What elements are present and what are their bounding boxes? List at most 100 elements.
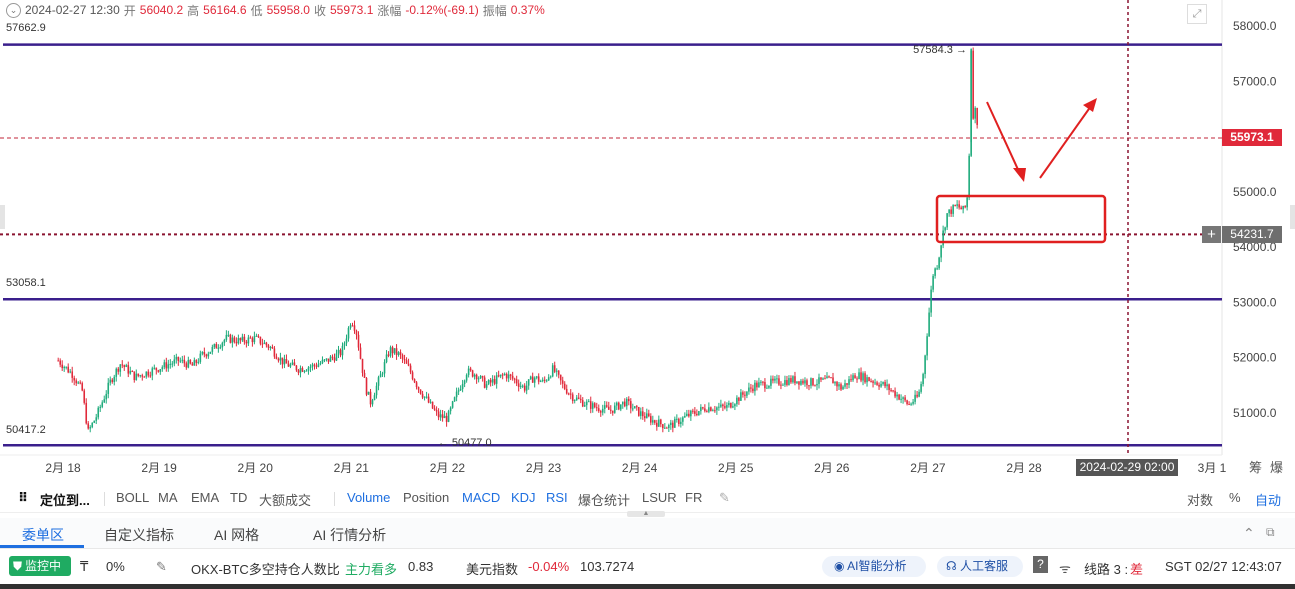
high-marker-label: 57584.3 →	[913, 44, 967, 56]
candlestick-chart[interactable]: 58000.057000.056000.055000.054000.053000…	[0, 0, 1295, 482]
panel-resize-handle[interactable]: ▲	[627, 510, 665, 517]
candle-body	[399, 352, 402, 355]
tab-ai-market-analysis[interactable]: AI 行情分析	[313, 527, 387, 543]
candle-body	[680, 421, 682, 424]
tab-custom-indicators[interactable]: 自定义指标	[104, 527, 174, 543]
indicator-large-trades[interactable]: 大额成交	[259, 493, 312, 508]
indicator-ma[interactable]: MA	[158, 490, 178, 505]
right-collapse-handle[interactable]	[1290, 205, 1295, 229]
candle-body	[890, 389, 892, 391]
tab-orders[interactable]: 委单区	[22, 527, 64, 543]
auto-scale-toggle[interactable]: 自动	[1255, 493, 1282, 508]
candle-body	[271, 346, 274, 349]
annotation-arrow-up-head	[1083, 98, 1097, 112]
candle-body	[475, 374, 478, 380]
candle-body	[746, 391, 748, 396]
chevron-up-icon[interactable]: ⌃	[1243, 525, 1255, 541]
candle-body	[441, 414, 444, 419]
candle-body	[217, 347, 220, 349]
candle-body	[501, 374, 504, 376]
expand-panel-icon[interactable]: ⧉	[1266, 525, 1275, 539]
candle-body	[443, 415, 446, 419]
fullscreen-icon[interactable]: ⤢	[1187, 4, 1207, 24]
candle-body	[672, 422, 674, 428]
candle-body	[265, 342, 268, 346]
last-price-tag: 55973.1	[1222, 129, 1282, 146]
candle-body	[455, 391, 458, 398]
monitor-badge[interactable]: ⛊ 监控中	[9, 556, 71, 576]
indicator-boll[interactable]: BOLL	[116, 490, 150, 505]
indicator-volume[interactable]: Volume	[347, 490, 391, 505]
candle-body	[289, 364, 292, 367]
annotation-arrow-down-head	[1013, 168, 1026, 182]
candle-body	[135, 373, 138, 380]
candle-body	[886, 384, 888, 387]
chart-area[interactable]: 58000.057000.056000.055000.054000.053000…	[0, 0, 1295, 482]
candle-body	[555, 370, 558, 372]
candle-body	[423, 396, 426, 398]
candle-body	[700, 407, 702, 412]
candle-body	[898, 394, 900, 400]
tab-ai-grid[interactable]: AI 网格	[214, 527, 260, 543]
candle-body	[730, 402, 732, 408]
indicator-position[interactable]: Position	[403, 490, 450, 505]
candle-body	[686, 413, 688, 416]
candle-body	[523, 385, 526, 391]
candle-body	[481, 376, 484, 378]
pencil-square-icon[interactable]: ✎	[719, 490, 730, 505]
indicator-macd[interactable]: MACD	[462, 490, 501, 505]
candle-body	[395, 348, 398, 355]
candle-body	[858, 372, 860, 379]
indicator-td[interactable]: TD	[230, 490, 248, 505]
candle-body	[235, 341, 238, 344]
candle-body	[149, 375, 152, 377]
candle-body	[105, 393, 108, 400]
add-alert-plus-icon[interactable]: +	[1202, 226, 1221, 243]
indicator-ema[interactable]: EMA	[191, 490, 220, 505]
left-collapse-handle[interactable]	[0, 205, 5, 229]
pencil-icon[interactable]: ✎	[156, 559, 167, 574]
candle-body	[589, 401, 592, 409]
candle-body	[519, 385, 522, 387]
candle-body	[541, 379, 544, 382]
candle-body	[283, 359, 286, 365]
candle-body	[794, 376, 796, 384]
candle-body	[788, 378, 790, 385]
indicator-lsur[interactable]: LSUR	[642, 490, 677, 505]
close-label: 收	[313, 3, 326, 18]
x-tick-label: 2月 24	[622, 461, 658, 475]
indicator-kdj[interactable]: KDJ	[511, 490, 536, 505]
candle-body	[559, 374, 562, 381]
chevron-down-icon[interactable]: ⌄	[6, 2, 21, 18]
candle-body	[553, 365, 556, 372]
ai-analysis-button[interactable]: ◉ AI智能分析	[822, 556, 926, 577]
candle-body	[754, 382, 756, 392]
candle-body	[872, 381, 874, 383]
candle-body	[908, 404, 910, 406]
indicator-rsi[interactable]: RSI	[546, 490, 568, 505]
candle-body	[125, 365, 128, 367]
candle-body	[189, 359, 192, 364]
indicator-fr[interactable]: FR	[685, 490, 703, 505]
locate-icon[interactable]: ⠿	[18, 490, 29, 505]
candle-body	[461, 383, 464, 389]
candle-body	[549, 376, 552, 378]
line-label[interactable]: 线路 3 :	[1084, 562, 1129, 577]
y-tick-label: 52000.0	[1233, 351, 1277, 365]
log-scale-toggle[interactable]: 对数	[1187, 493, 1214, 508]
candle-body	[896, 394, 898, 397]
candle-body	[69, 371, 72, 373]
candle-body	[666, 427, 668, 429]
percent-scale-toggle[interactable]: %	[1229, 490, 1241, 505]
y-tick-label: 51000.0	[1233, 406, 1277, 420]
candle-body	[137, 373, 140, 376]
locate-button[interactable]: 定位到...	[40, 493, 90, 508]
candle-body	[822, 378, 824, 380]
indicator-liquidation-stats[interactable]: 爆仓统计	[578, 493, 631, 508]
support-button[interactable]: ☊ 人工客服	[937, 556, 1023, 577]
candle-body	[233, 337, 236, 342]
help-icon[interactable]: ?	[1033, 556, 1048, 573]
candle-body	[569, 393, 572, 395]
bell-icon[interactable]: ₸	[80, 559, 89, 574]
candle-body	[916, 394, 918, 397]
